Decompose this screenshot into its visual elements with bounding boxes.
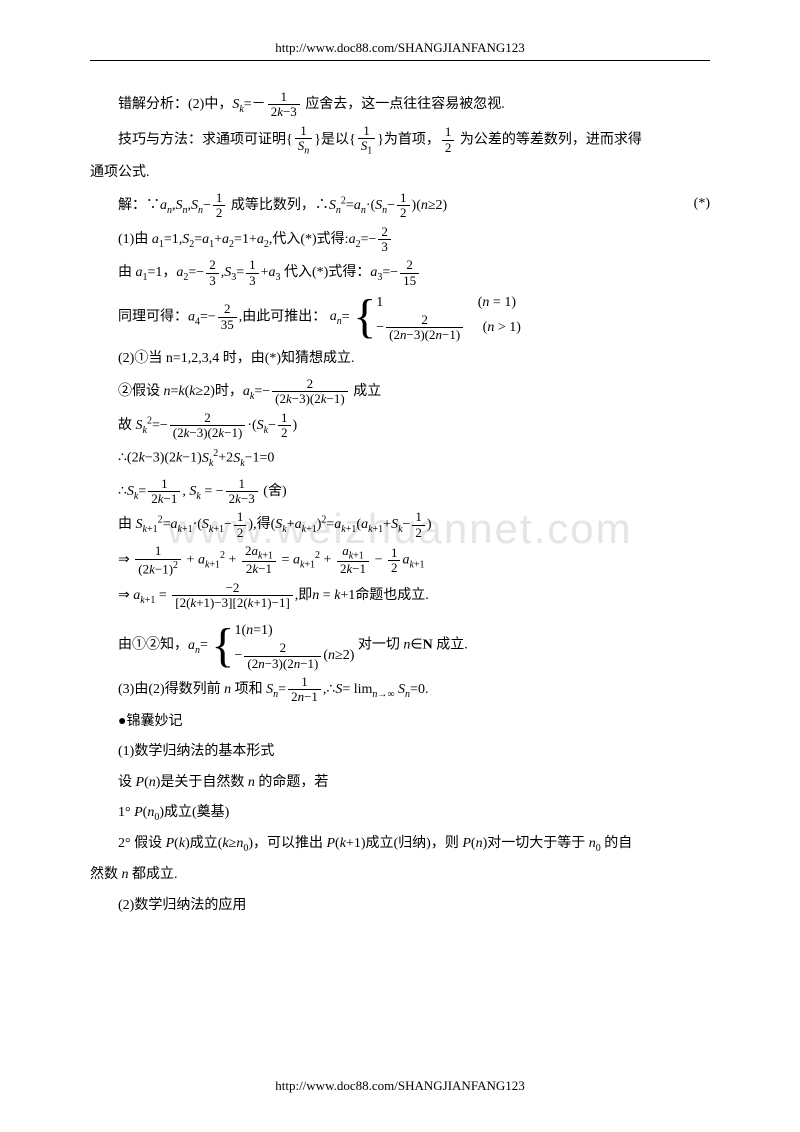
para-sk2: 故 Sk2=−2(2k−3)(2k−1)·(Sk−12): [90, 411, 710, 441]
document-body: 错解分析：(2)中，Sk=－12k−3 应舍去，这一点往往容易被忽视. 技巧与方…: [90, 90, 710, 919]
para-derive: 同理可得：a4=−235,由此可推出： an= { 1 (n = 1) −2(2…: [90, 292, 710, 343]
para-1deg: 1° P(n0)成立(奠基): [90, 800, 710, 827]
para-form1: (1)数学归纳法的基本形式: [90, 739, 710, 766]
para-step3: (3)由(2)得数列前 n 项和 Sn=12n−1,∴S= limn→∞ Sn=…: [90, 675, 710, 705]
equation-ref-star: (*): [694, 191, 710, 218]
para-error-analysis: 错解分析：(2)中，Sk=－12k−3 应舍去，这一点往往容易被忽视.: [90, 90, 710, 120]
para-step1: (1)由 a1=1,S2=a1+a2=1+a2,代入(*)式得:a2=−23: [90, 225, 710, 255]
para-pn: 设 P(n)是关于自然数 n 的命题，若: [90, 770, 710, 797]
para-sk1: 由 Sk+12=ak+1·(Sk+1−12),得(Sk+ak+1)2=ak+1(…: [90, 510, 710, 540]
para-step2-1: (2)①当 n=1,2,3,4 时，由(*)知猜想成立.: [90, 346, 710, 373]
para-formula-label: 通项公式.: [90, 160, 710, 187]
para-implies1: ⇒ 1(2k−1)2 + ak+12 + 2ak+12k−1 = ak+12 +…: [90, 544, 710, 577]
para-expand: ∴(2k−3)(2k−1)Sk2+2Sk−1=0: [90, 444, 710, 472]
para-conclusion1: 由①②知，an= { 1(n=1) −2(2n−3)(2n−1)(n≥2) 对一…: [90, 620, 710, 671]
para-sk-solve: ∴Sk=12k−1, Sk = −12k−3 (舍): [90, 477, 710, 507]
page-header-url: http://www.doc88.com/SHANGJIANFANG123: [90, 40, 710, 61]
para-step2-2: ②假设 n=k(k≥2)时，ak=−2(2k−3)(2k−1) 成立: [90, 377, 710, 407]
para-natural: 然数 n 都成立.: [90, 862, 710, 889]
para-technique: 技巧与方法：求通项可证明{1Sn}是以{1S1}为首项，12 为公差的等差数列，…: [90, 124, 710, 157]
para-implies2: ⇒ ak+1 = −2[2(k+1)−3][2(k+1)−1],即n = k+1…: [90, 581, 710, 611]
para-step1b: 由 a1=1，a2=−23,S3=13+a3 代入(*)式得：a3=−215: [90, 258, 710, 288]
para-2deg: 2° 假设 P(k)成立(k≥n0)，可以推出 P(k+1)成立(归纳)，则 P…: [90, 831, 710, 858]
para-solution-start: 解：∵an,Sn,Sn−12 成等比数列，∴Sn2=an·(Sn−12)(n≥2…: [90, 191, 710, 221]
para-app: (2)数学归纳法的应用: [90, 893, 710, 920]
page-footer-url: http://www.doc88.com/SHANGJIANFANG123: [0, 1078, 800, 1094]
heading-tips: ●锦囊妙记: [90, 709, 710, 736]
